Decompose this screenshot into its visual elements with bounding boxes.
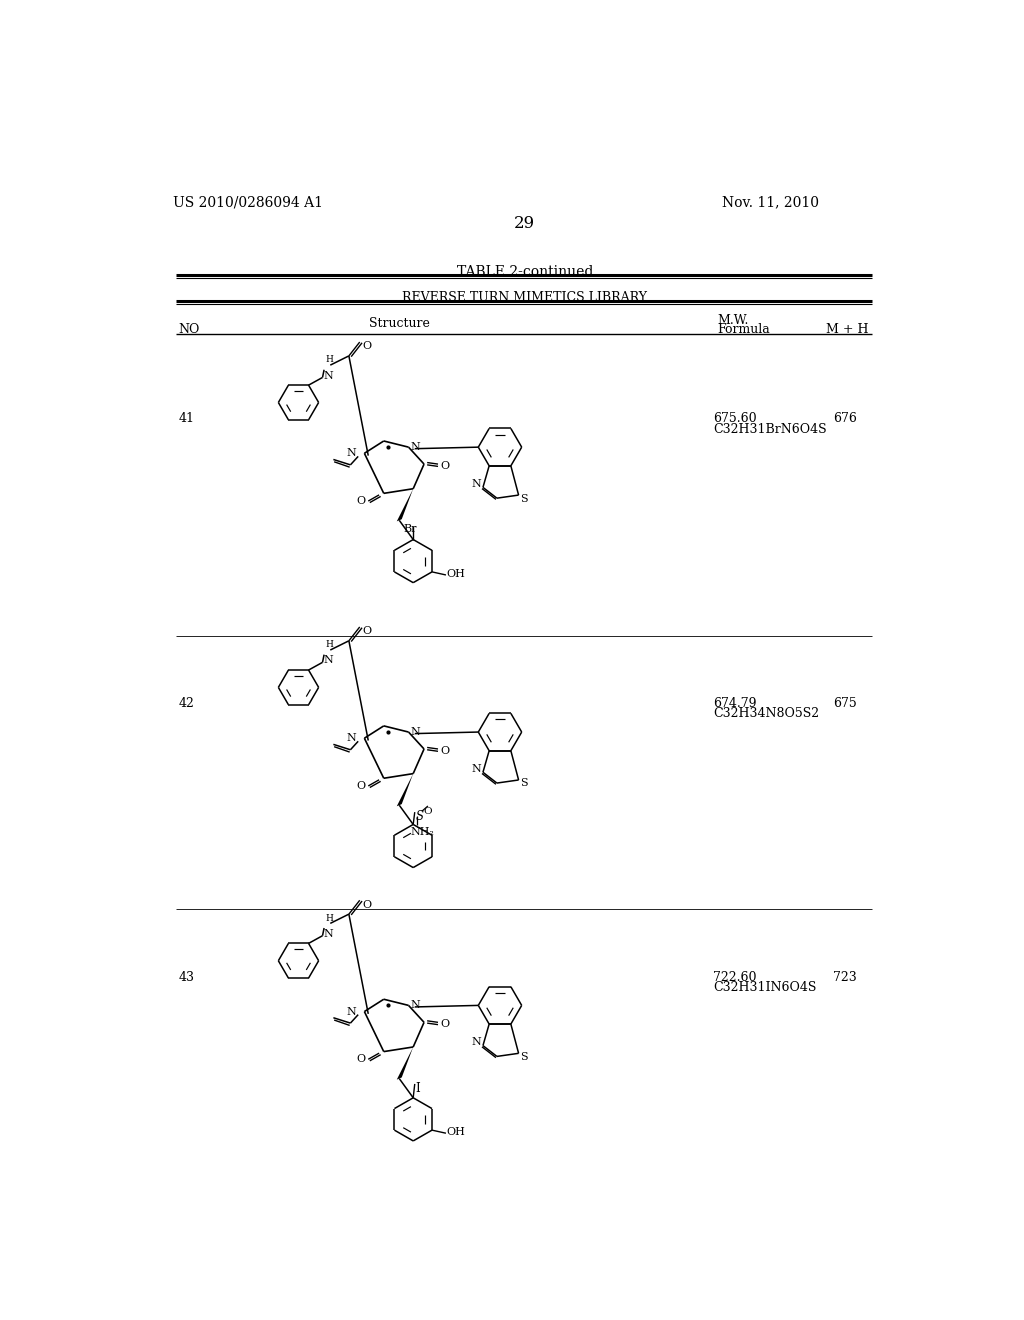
Text: S: S	[416, 810, 424, 822]
Text: 722.60: 722.60	[713, 970, 757, 983]
Text: O: O	[440, 1019, 450, 1028]
Polygon shape	[396, 774, 414, 807]
Text: US 2010/0286094 A1: US 2010/0286094 A1	[173, 195, 323, 210]
Text: C32H34N8O5S2: C32H34N8O5S2	[713, 708, 819, 721]
Text: N: N	[472, 479, 481, 488]
Polygon shape	[396, 488, 414, 521]
Text: N: N	[411, 727, 421, 737]
Text: H: H	[326, 355, 334, 364]
Text: 41: 41	[178, 412, 195, 425]
Text: C32H31BrN6O4S: C32H31BrN6O4S	[713, 422, 826, 436]
Text: N: N	[347, 733, 356, 743]
Text: 675: 675	[834, 697, 857, 710]
Text: 43: 43	[178, 970, 195, 983]
Text: Br: Br	[403, 524, 417, 535]
Text: N: N	[411, 1001, 421, 1010]
Text: O: O	[440, 461, 450, 471]
Text: O: O	[423, 807, 432, 816]
Text: OH: OH	[446, 569, 466, 579]
Text: NO: NO	[178, 323, 200, 337]
Text: 676: 676	[834, 412, 857, 425]
Text: O: O	[356, 1053, 366, 1064]
Text: O: O	[356, 780, 366, 791]
Text: 723: 723	[834, 970, 857, 983]
Text: O: O	[440, 746, 450, 755]
Text: M + H: M + H	[825, 323, 868, 337]
Text: Structure: Structure	[369, 317, 430, 330]
Text: O: O	[362, 626, 372, 636]
Text: Nov. 11, 2010: Nov. 11, 2010	[722, 195, 818, 210]
Text: I: I	[416, 1082, 420, 1096]
Text: O: O	[356, 496, 366, 506]
Text: N: N	[324, 371, 333, 380]
Text: O: O	[362, 342, 372, 351]
Text: NH₂: NH₂	[411, 826, 435, 837]
Text: 29: 29	[514, 215, 536, 231]
Text: H: H	[326, 640, 334, 649]
Text: 42: 42	[178, 697, 195, 710]
Text: TABLE 2-continued: TABLE 2-continued	[457, 264, 593, 279]
Text: N: N	[472, 764, 481, 774]
Polygon shape	[396, 1047, 414, 1080]
Text: N: N	[347, 1007, 356, 1016]
Text: C32H31IN6O4S: C32H31IN6O4S	[713, 981, 816, 994]
Text: N: N	[324, 929, 333, 939]
Text: 675.60: 675.60	[713, 412, 757, 425]
Text: M.W.: M.W.	[717, 314, 749, 327]
Text: 674.79: 674.79	[713, 697, 757, 710]
Text: REVERSE TURN MIMETICS LIBRARY: REVERSE TURN MIMETICS LIBRARY	[402, 290, 647, 304]
Text: O: O	[362, 899, 372, 909]
Text: N: N	[324, 656, 333, 665]
Text: S: S	[520, 494, 527, 503]
Text: OH: OH	[446, 1127, 466, 1138]
Text: S: S	[520, 1052, 527, 1061]
Text: N: N	[411, 442, 421, 453]
Text: N: N	[347, 449, 356, 458]
Text: S: S	[520, 779, 527, 788]
Text: H: H	[326, 913, 334, 923]
Text: N: N	[472, 1038, 481, 1047]
Text: Formula: Formula	[717, 323, 770, 337]
